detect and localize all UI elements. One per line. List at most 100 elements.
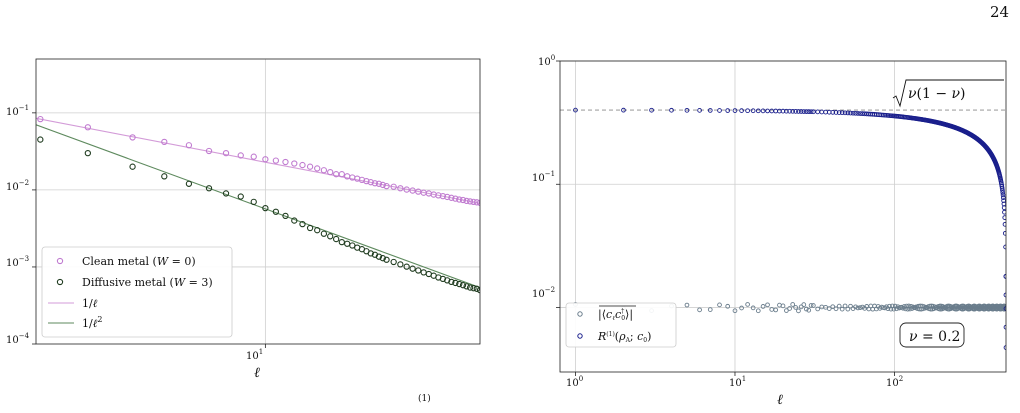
left-point-s0-43 <box>456 196 463 203</box>
right-corr-point-34 <box>826 306 832 311</box>
right-R-point-32 <box>819 109 825 115</box>
nu-annotation-text: ν = 0.2 <box>909 329 960 345</box>
right-R-point-58 <box>882 112 888 118</box>
right-R-point-27 <box>803 109 809 114</box>
left-point-s1-11 <box>282 212 289 220</box>
right-corr-point-30 <box>811 303 816 308</box>
left-point-s0-5 <box>205 147 213 155</box>
left-point-s1-8 <box>250 198 257 205</box>
right-R-point-6 <box>707 108 713 113</box>
right-corr-point-21 <box>787 306 792 311</box>
left-point-s0-26 <box>371 180 379 187</box>
left-point-s0-4 <box>185 142 193 149</box>
left-point-s1-18 <box>333 235 340 243</box>
right-R-point-45 <box>857 111 863 116</box>
right-R-point-259 <box>1002 209 1006 215</box>
right-R-point-15 <box>765 108 770 114</box>
left-point-s1-45 <box>463 283 470 290</box>
sqrt-label: ν(1 − ν) <box>892 79 1004 108</box>
right-R-point-2 <box>649 107 654 113</box>
right-R-point-57 <box>880 112 886 118</box>
left-point-s0-6 <box>222 149 230 157</box>
left-point-s1-28 <box>379 255 386 262</box>
left-point-s0-46 <box>466 198 474 205</box>
right-corr-point-27 <box>803 306 809 312</box>
left-point-s1-48 <box>473 285 480 292</box>
right-R-point-24 <box>796 109 801 114</box>
right-R-point-252 <box>1000 187 1005 193</box>
right-corr-point-41 <box>848 303 853 309</box>
left-point-s0-41 <box>448 194 455 201</box>
legend-label-R: R(1)(ρA; c0) <box>597 330 651 344</box>
right-R-point-28 <box>806 109 812 115</box>
left-point-s1-43 <box>456 280 463 288</box>
right-corr-point-77 <box>907 306 913 312</box>
caption-fragment: (1) <box>418 394 431 404</box>
left-point-s1-16 <box>320 230 328 237</box>
left-point-s1-6 <box>222 190 230 197</box>
right-R-point-38 <box>839 110 845 116</box>
left-point-s0-14 <box>306 163 314 170</box>
left-point-s1-1 <box>84 149 91 157</box>
right-corr-point-45 <box>857 305 863 310</box>
left-point-s0-30 <box>390 183 397 190</box>
right-R-point-26 <box>801 109 807 114</box>
right-R-point-7 <box>717 108 722 113</box>
legend-label-inv-l2: 1/ℓ2 <box>82 315 102 330</box>
left-point-s0-19 <box>338 171 345 178</box>
left-point-s0-40 <box>444 193 451 201</box>
right-corr-point-26 <box>801 302 807 307</box>
right-R-point-258 <box>1001 205 1006 211</box>
right-R-point-3 <box>669 107 674 113</box>
left-point-s0-32 <box>403 186 410 193</box>
left-point-s0-45 <box>463 197 470 205</box>
page-number: 24 <box>990 3 1010 21</box>
right-R-point-29 <box>808 109 814 115</box>
right-corr-point-72 <box>901 304 907 309</box>
left-point-s1-19 <box>338 238 345 246</box>
right-corr-point-23 <box>793 305 798 310</box>
left-point-s0-42 <box>452 195 459 202</box>
left-point-s1-34 <box>415 267 422 274</box>
sqrt-label-text: ν(1 − ν) <box>908 86 966 102</box>
right-R-point-260 <box>1002 215 1006 220</box>
left-point-s0-11 <box>282 158 289 166</box>
right-ytick-label-1: 100 <box>538 54 555 68</box>
left-data-points <box>37 115 480 294</box>
right-R-point-43 <box>853 110 858 116</box>
right-R-point-261 <box>1002 221 1006 227</box>
right-R-point-36 <box>833 110 839 115</box>
right-R-point-35 <box>830 109 836 115</box>
left-point-s1-29 <box>383 256 390 263</box>
right-R-point-251 <box>999 185 1005 191</box>
legend-marker-diffusive <box>56 278 64 286</box>
left-point-s0-2 <box>129 134 136 141</box>
left-point-s0-31 <box>397 185 404 192</box>
right-R-point-9 <box>732 108 738 113</box>
right-corr-point-20 <box>784 308 789 313</box>
legend-label-diffusive: Diffusive metal (W = 3) <box>82 276 213 289</box>
left-point-s1-5 <box>205 185 213 192</box>
right-corr-point-40 <box>845 306 851 312</box>
left-xlabel: ℓ <box>254 365 260 381</box>
left-point-s1-15 <box>314 227 321 234</box>
right-R-point-13 <box>755 108 761 114</box>
left-point-s0-28 <box>379 181 386 189</box>
right-corr-point-25 <box>798 304 804 310</box>
left-point-s0-39 <box>439 192 447 200</box>
right-xlabel: ℓ <box>777 392 783 408</box>
right-corr-point-28 <box>806 307 812 313</box>
right-corr-point-37 <box>836 303 842 309</box>
legend-marker-corr <box>577 311 583 317</box>
right-ytick-label-3: 10−2 <box>532 286 555 300</box>
right-corr-point-44 <box>855 305 861 311</box>
right-R-point-12 <box>750 108 756 114</box>
left-point-s0-8 <box>250 153 257 160</box>
left-point-s1-9 <box>262 204 269 212</box>
left-point-s1-21 <box>349 242 356 249</box>
left-point-s1-13 <box>299 220 306 228</box>
left-point-s1-20 <box>344 240 351 247</box>
left-point-s0-10 <box>272 157 280 164</box>
right-R-point-0 <box>573 107 578 113</box>
